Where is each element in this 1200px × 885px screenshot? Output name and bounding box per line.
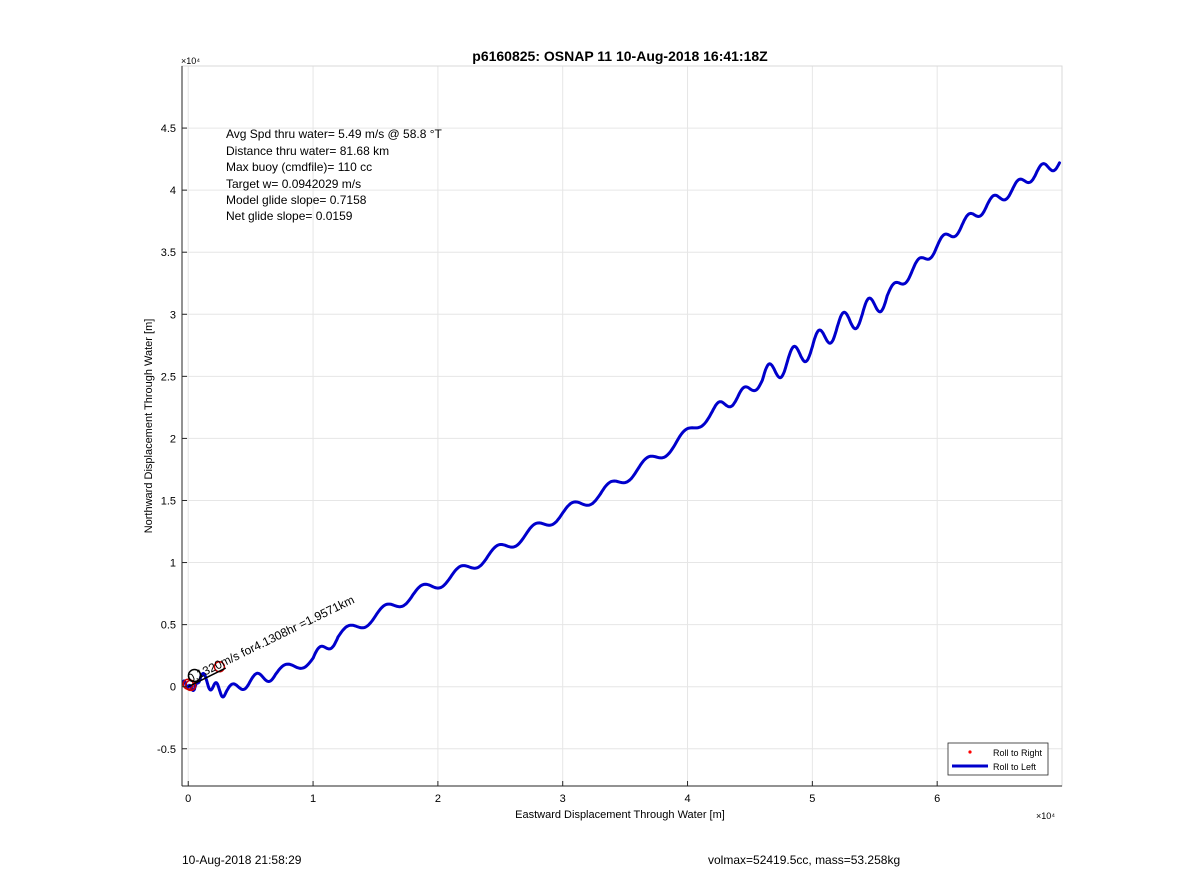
y-tick-label: 3.5 bbox=[161, 247, 176, 259]
trajectory bbox=[181, 161, 1061, 699]
current-vector-line bbox=[187, 667, 227, 688]
series-point bbox=[412, 594, 414, 596]
y-tick-label: 2 bbox=[170, 433, 176, 445]
x-tick-label: 6 bbox=[934, 793, 940, 805]
annotation-target-w: Target w= 0.0942029 m/s bbox=[226, 177, 361, 191]
series-point bbox=[1011, 189, 1013, 191]
series-point bbox=[636, 468, 639, 471]
legend: Roll to Right Roll to Left bbox=[947, 742, 1049, 776]
x-tick-label: 5 bbox=[809, 793, 815, 805]
series-point bbox=[224, 692, 227, 694]
series-point bbox=[274, 673, 277, 676]
series-roll-to-left bbox=[181, 161, 1061, 699]
footer-timestamp: 10-Aug-2018 21:58:29 bbox=[182, 853, 302, 867]
x-exponent-label: ×10⁴ bbox=[1036, 811, 1055, 821]
y-tick-label: 3 bbox=[170, 309, 176, 321]
y-tick-label: 0 bbox=[170, 682, 176, 694]
x-tick-label: 4 bbox=[684, 793, 690, 805]
series-point bbox=[337, 636, 339, 638]
series-point bbox=[811, 345, 814, 348]
chart-title: p6160825: OSNAP 11 10-Aug-2018 16:41:18Z bbox=[472, 48, 768, 64]
series-point bbox=[561, 512, 564, 514]
series-point bbox=[312, 657, 314, 659]
tick-labels: 0 1 2 3 4 5 6 -0.5 0 0.5 1 1.5 2 2.5 3 3.5 4 4.5 bbox=[157, 123, 940, 805]
legend-label-roll-right: Roll to Right bbox=[993, 748, 1043, 758]
annotation-distance: Distance thru water= 81.68 km bbox=[226, 144, 389, 158]
series-point bbox=[911, 270, 913, 272]
y-tick-label: 4 bbox=[170, 185, 176, 197]
y-axis-label: Northward Displacement Through Water [m] bbox=[143, 319, 155, 534]
series-point bbox=[1058, 162, 1061, 164]
series-point bbox=[861, 313, 864, 316]
plot-area bbox=[182, 66, 1062, 786]
grid bbox=[182, 66, 1062, 786]
y-tick-label: 1 bbox=[170, 558, 176, 570]
x-axis-label: Eastward Displacement Through Water [m] bbox=[515, 809, 725, 821]
y-tick-label: -0.5 bbox=[157, 744, 176, 756]
series-point bbox=[212, 685, 214, 688]
legend-box bbox=[947, 742, 1049, 776]
series-point bbox=[524, 534, 527, 536]
x-tick-label: 3 bbox=[560, 793, 566, 805]
series-point bbox=[374, 615, 377, 617]
y-tick-label: 4.5 bbox=[161, 123, 176, 135]
series-point bbox=[599, 493, 601, 496]
series-point bbox=[674, 443, 676, 446]
y-tick-label: 0.5 bbox=[161, 620, 176, 632]
start-loop-marker bbox=[187, 668, 202, 683]
y-exponent-label: ×10⁴ bbox=[181, 56, 200, 66]
series-point bbox=[786, 360, 789, 363]
series-point bbox=[249, 679, 252, 682]
annotation-model-glide: Model glide slope= 0.7158 bbox=[226, 193, 367, 207]
series-point bbox=[449, 576, 452, 579]
x-tick-label: 1 bbox=[310, 793, 316, 805]
annotation-avg-speed: Avg Spd thru water= 5.49 m/s @ 58.8 °T bbox=[226, 127, 443, 141]
series-point bbox=[736, 396, 739, 399]
annotation-net-glide: Net glide slope= 0.0159 bbox=[226, 209, 353, 223]
series-point bbox=[1036, 170, 1038, 173]
series-point bbox=[936, 245, 938, 247]
series-point bbox=[961, 224, 963, 226]
footer-stats: volmax=52419.5cc, mass=53.258kg bbox=[708, 853, 901, 867]
y-tick-label: 1.5 bbox=[161, 495, 176, 507]
x-tick-label: 2 bbox=[435, 793, 441, 805]
x-tick-label: 0 bbox=[185, 793, 191, 805]
annotation-block: Avg Spd thru water= 5.49 m/s @ 58.8 °T D… bbox=[226, 127, 443, 223]
series-point bbox=[986, 204, 988, 206]
legend-marker-roll-right bbox=[968, 750, 972, 754]
y-tick-label: 2.5 bbox=[161, 371, 176, 383]
series-point bbox=[761, 379, 764, 381]
series-point bbox=[836, 325, 839, 328]
series-point bbox=[711, 410, 714, 412]
annotation-max-buoy: Max buoy (cmdfile)= 110 cc bbox=[226, 160, 372, 174]
series-point bbox=[886, 294, 888, 297]
legend-label-roll-left: Roll to Left bbox=[993, 762, 1037, 772]
series-point bbox=[487, 555, 489, 558]
